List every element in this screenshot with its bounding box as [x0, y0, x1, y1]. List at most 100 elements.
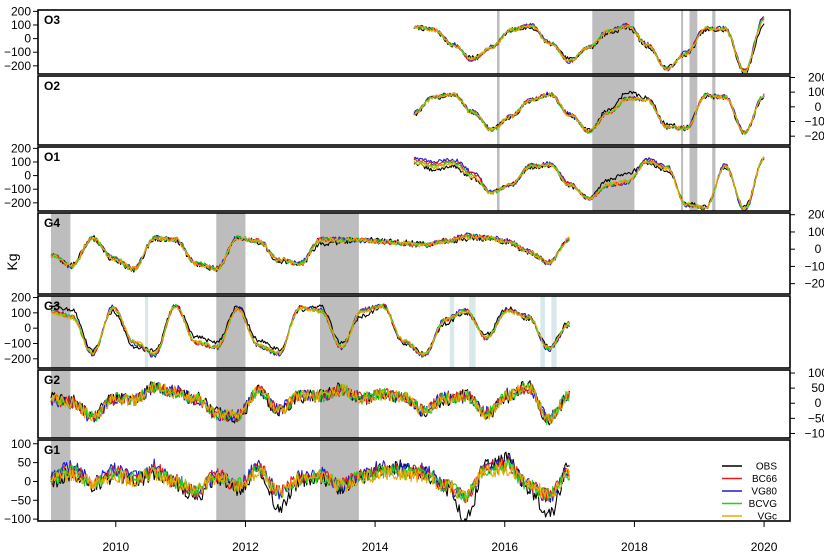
panel-plot-area: [50, 440, 571, 521]
gap-band-2: [320, 213, 359, 294]
gap-band-2: [320, 370, 359, 438]
panel-g4: G4 200 100 0 −100 −200: [37, 208, 824, 295]
gap-band-1: [216, 296, 246, 368]
y-tick-label: 100: [808, 85, 824, 99]
y-tick-label: 0: [24, 32, 31, 46]
gap-band-1: [216, 370, 246, 438]
gap-band-0: [50, 440, 71, 521]
x-tick-label: 2010: [102, 540, 129, 554]
panel-frame: [37, 439, 791, 522]
legend-label-bc66: BC66: [752, 474, 777, 485]
y-tick-label: 0: [24, 474, 31, 488]
y-tick-label: 0: [24, 321, 31, 335]
series-bcvg-line: [51, 381, 571, 425]
panel-frame: [37, 212, 791, 295]
y-tick-label: −100: [804, 115, 824, 129]
panel-label: G1: [44, 443, 60, 457]
legend-label-vgc: VGc: [758, 512, 777, 523]
y-tick-label: 0: [815, 100, 822, 114]
series-bc66-line: [413, 18, 765, 72]
series-bcvg-line: [414, 92, 765, 135]
thin-gap-0: [496, 147, 500, 211]
thin-gap-3: [712, 76, 716, 145]
panel-label: G4: [44, 216, 60, 230]
y-tick-label: −200: [4, 59, 31, 73]
panel-frame: [37, 9, 791, 75]
y-tick-label: 200: [808, 70, 824, 84]
y-tick-label: −200: [4, 196, 31, 210]
series-bcvg-line: [50, 234, 570, 272]
thin-gap-1: [681, 76, 684, 145]
y-tick-label: 0: [24, 169, 31, 183]
thin-gap-2: [689, 76, 698, 145]
panel-g1: G1 100 50 0 −50 −100: [4, 437, 791, 526]
panel-frame: [37, 295, 791, 369]
panel-plot-area: [413, 76, 765, 145]
y-tick-label: −100: [804, 426, 824, 440]
y-tick-label: −50: [11, 493, 32, 507]
y-axis-label: Kg: [4, 253, 20, 270]
panel-plot-area: [50, 370, 571, 438]
series-vgc-line: [50, 304, 570, 356]
panel-plot-area: [50, 213, 571, 294]
legend-label-bcvg: BCVG: [749, 499, 778, 510]
series-vg80-line: [413, 156, 765, 211]
y-tick-label: −100: [4, 182, 31, 196]
panel-label: O2: [44, 79, 60, 93]
panel-frame: [37, 369, 791, 439]
gap-band-1: [216, 213, 246, 294]
thin-gap-3: [712, 10, 716, 74]
y-tick-label: 100: [11, 155, 31, 169]
x-axis: 2010 2012 2014 2016 2018 2020: [102, 521, 778, 554]
y-tick-label: 200: [808, 208, 824, 222]
thin-gap-1: [449, 296, 455, 368]
x-tick-label: 2020: [751, 540, 778, 554]
x-tick-label: 2012: [232, 540, 259, 554]
panel-frame: [37, 75, 791, 146]
panel-label: G2: [44, 373, 60, 387]
series-vgc-line: [50, 234, 571, 272]
series-bcvg-line: [413, 157, 765, 211]
thin-gap-1: [681, 147, 684, 211]
series-vgc-line: [413, 156, 765, 211]
panel-label: G3: [44, 299, 60, 313]
panel-frame: [37, 146, 791, 212]
thin-gap-2: [689, 10, 698, 74]
gap-band-2: [320, 296, 359, 368]
panel-plot-area: [413, 147, 765, 211]
thin-gap-3: [712, 147, 716, 211]
x-tick-label: 2016: [491, 540, 518, 554]
legend-label-vg80: VG80: [751, 487, 777, 498]
y-tick-label: 100: [11, 306, 31, 320]
series-bcvg-line: [50, 303, 571, 358]
y-tick-label: 0: [815, 396, 822, 410]
series-vgc-line: [50, 381, 571, 425]
gap-band-0: [50, 213, 71, 294]
thin-gap-1: [681, 10, 684, 74]
series-vgc-line: [413, 91, 765, 135]
series-vg80-line: [413, 16, 765, 72]
series-vgc-line: [50, 461, 571, 503]
y-tick-label: 100: [808, 366, 824, 380]
panel-plot-area: [413, 10, 765, 74]
series-bc66-line: [413, 91, 765, 134]
panel-label: O3: [44, 13, 60, 27]
series-bc66-line: [413, 157, 765, 211]
x-tick-label: 2018: [621, 540, 648, 554]
series-obs-line: [50, 303, 571, 355]
y-tick-label: 100: [11, 437, 31, 451]
thin-gap-0: [496, 76, 500, 145]
y-tick-label: −100: [4, 512, 31, 526]
y-tick-label: −200: [4, 352, 31, 366]
y-tick-label: 100: [11, 18, 31, 32]
panels: O32001000−100−200O22001000−100−200O12001…: [4, 4, 824, 526]
y-tick-label: 200: [11, 291, 31, 305]
thin-gap-0: [144, 296, 149, 368]
y-tick-label: −200: [804, 277, 824, 291]
y-tick-label: −100: [804, 259, 824, 273]
x-tick-label: 2014: [362, 540, 389, 554]
